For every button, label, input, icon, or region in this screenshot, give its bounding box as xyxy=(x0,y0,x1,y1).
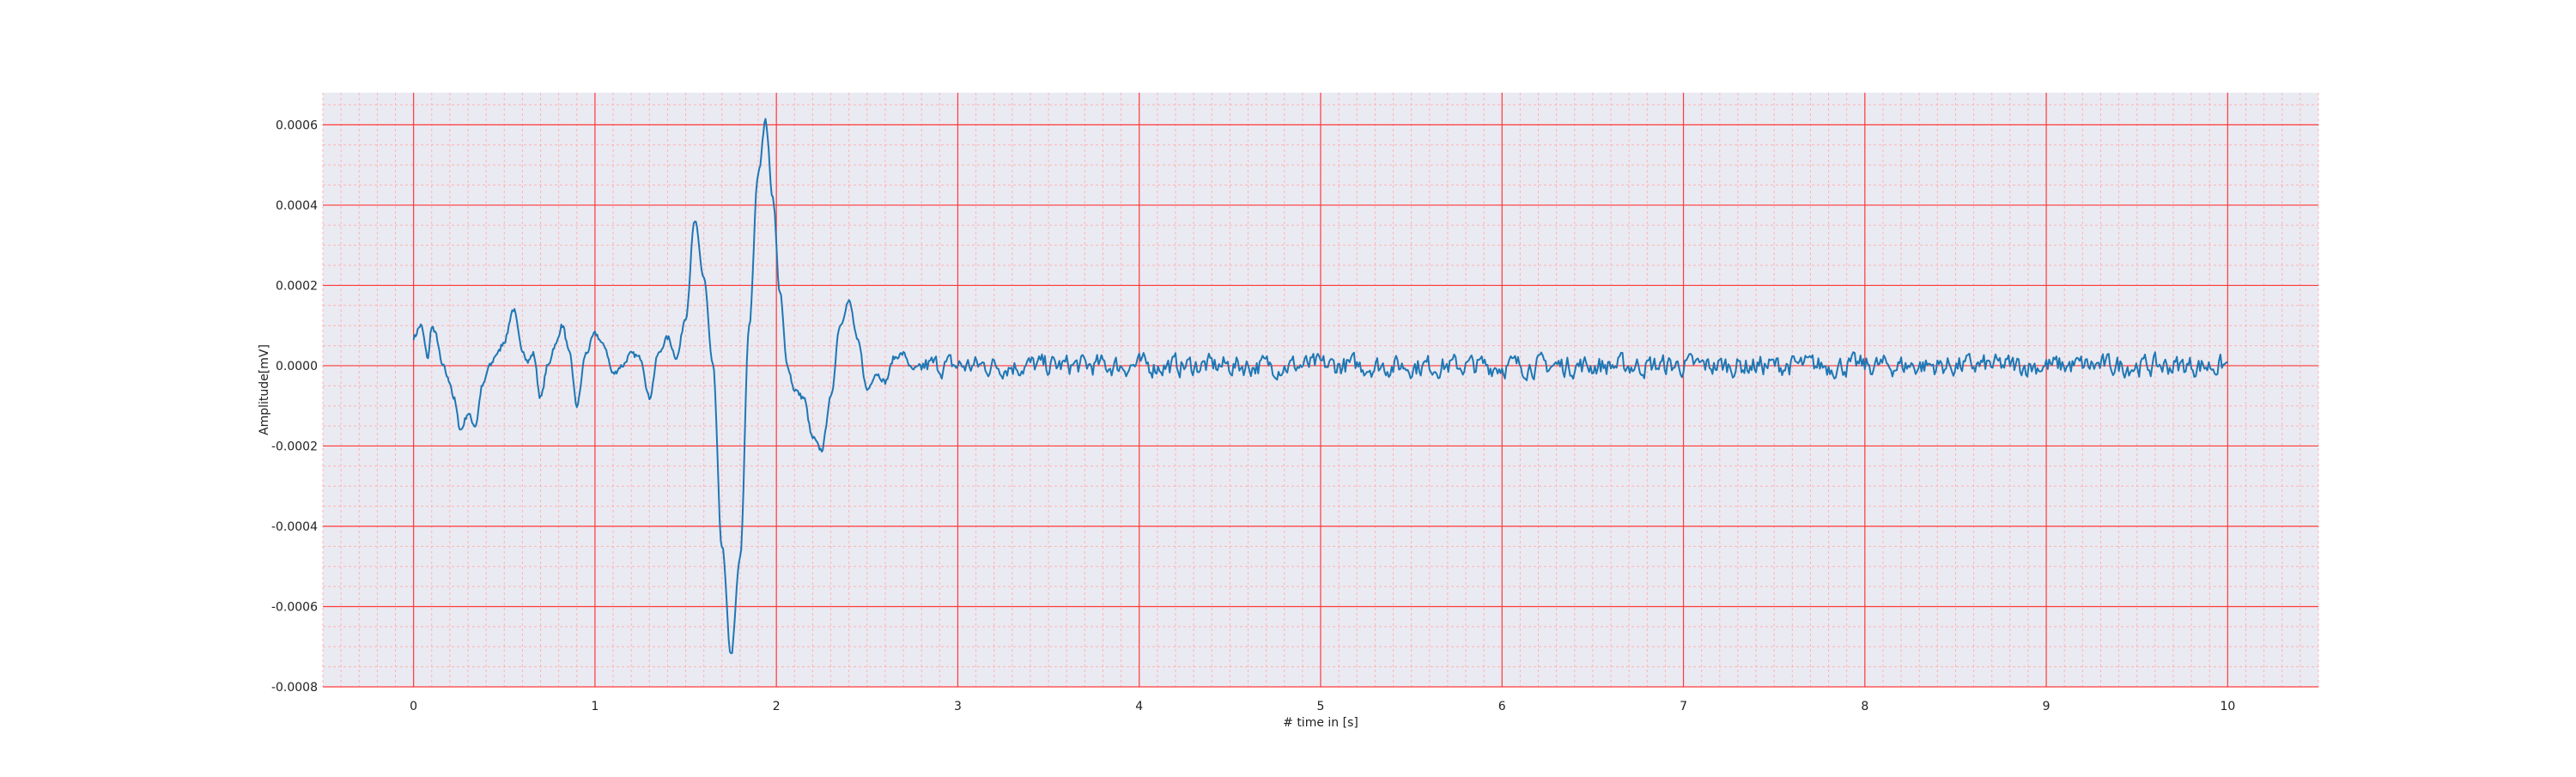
x-axis-label: # time in [s] xyxy=(1283,716,1358,730)
y-tick-label: 0.0002 xyxy=(276,279,318,293)
x-tick-label: 1 xyxy=(591,700,598,713)
y-axis-label: Amplitude[mV] xyxy=(258,344,271,435)
y-tick-label: 0.0006 xyxy=(276,118,318,132)
y-tick-label: 0.0004 xyxy=(276,199,318,213)
x-tick-label: 4 xyxy=(1135,700,1143,713)
x-tick-label: 3 xyxy=(954,700,962,713)
y-tick-label: -0.0002 xyxy=(271,440,318,453)
y-tick-label: 0.0000 xyxy=(276,360,318,373)
y-tick-label: -0.0004 xyxy=(271,520,318,534)
y-tick-label: -0.0006 xyxy=(271,600,318,614)
x-tick-label: 5 xyxy=(1317,700,1325,713)
x-tick-label: 7 xyxy=(1680,700,1687,713)
x-tick-label: 0 xyxy=(410,700,417,713)
series-layer xyxy=(412,118,2228,654)
series-line xyxy=(412,118,2228,654)
y-tick-label: -0.0008 xyxy=(271,681,318,695)
x-tick-label: 10 xyxy=(2220,700,2235,713)
x-tick-label: 8 xyxy=(1861,700,1868,713)
x-tick-label: 2 xyxy=(773,700,781,713)
tick-layer: 0 1 2 3 4 5 6 7 8 9 10 -0.0008 -0.0006 -0.0004 -0.0002… xyxy=(271,118,2235,713)
x-tick-label: 9 xyxy=(2043,700,2050,713)
x-tick-label: 6 xyxy=(1498,700,1506,713)
